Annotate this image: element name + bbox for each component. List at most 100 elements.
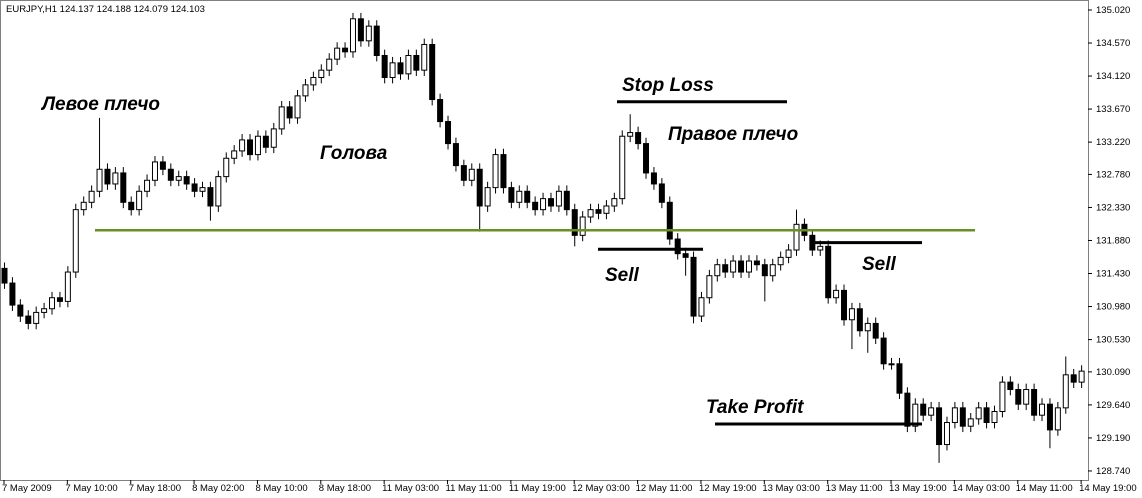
candle-body	[49, 297, 56, 310]
candle-body	[104, 168, 111, 185]
candle-body	[389, 62, 396, 79]
candle-body	[437, 99, 444, 123]
y-tick-label: 132.330	[1096, 202, 1130, 213]
candle-body	[373, 25, 380, 56]
x-tick-label: 14 May 03:00	[952, 483, 1010, 494]
y-tick-label: 129.640	[1096, 400, 1130, 411]
candle-body	[896, 363, 903, 394]
candle-body	[674, 238, 681, 255]
x-tick-label: 13 May 11:00	[826, 483, 883, 494]
candle-body	[1023, 388, 1030, 405]
candle-body	[999, 381, 1006, 413]
candle-body	[468, 168, 475, 181]
x-tick-label: 11 May 03:00	[382, 483, 439, 494]
x-tick-label: 13 May 19:00	[889, 483, 947, 494]
y-tick-label: 134.570	[1096, 38, 1130, 49]
candle-body	[936, 407, 943, 446]
candle-body	[175, 176, 182, 181]
candle-body	[841, 289, 848, 321]
candle-body	[872, 322, 879, 339]
candle-body	[1070, 374, 1077, 383]
candle-body	[41, 308, 48, 313]
x-tick-label: 12 May 11:00	[636, 483, 693, 494]
candle-body	[658, 183, 665, 203]
candle-body	[500, 154, 507, 189]
candle-body	[730, 260, 737, 273]
candle-body	[769, 264, 776, 277]
x-tick-label: 12 May 03:00	[572, 483, 630, 494]
x-tick-label: 13 May 03:00	[762, 483, 820, 494]
info-label: EURJPY,H1 124.137 124.188 124.079 124.10…	[6, 4, 205, 15]
candle-body	[856, 308, 863, 332]
candle-body	[777, 256, 784, 266]
candle-body	[159, 161, 166, 170]
y-tick-label: 131.430	[1096, 269, 1130, 280]
candle-body	[563, 190, 570, 211]
candle-body	[310, 77, 317, 86]
candle-body	[753, 260, 760, 266]
candle-body	[785, 249, 792, 258]
candle-body	[33, 311, 40, 324]
candle-body	[920, 403, 927, 416]
candle-body	[191, 183, 198, 192]
candle-body	[167, 168, 174, 181]
candle-body	[1054, 407, 1061, 431]
candle-body	[1007, 381, 1014, 390]
x-tick-label: 12 May 19:00	[699, 483, 757, 494]
candle-body	[603, 205, 610, 214]
y-tick-label: 128.740	[1096, 466, 1130, 477]
candle-body	[745, 260, 752, 273]
candle-body	[555, 190, 562, 207]
y-tick-label: 132.780	[1096, 169, 1130, 180]
candle-body	[64, 271, 71, 302]
candle-body	[864, 322, 871, 332]
candle-body	[650, 172, 657, 185]
candle-body	[151, 161, 158, 181]
candle-body	[278, 106, 285, 130]
candle-body	[643, 143, 650, 174]
candle-body	[80, 201, 87, 211]
candle-body	[698, 297, 705, 317]
candle-body	[959, 407, 966, 427]
candle-body	[587, 209, 594, 218]
annotation: Stop Loss	[622, 75, 714, 96]
candle-body	[888, 363, 895, 366]
candle-body	[666, 201, 673, 240]
candle-body	[349, 18, 356, 53]
candle-body	[183, 176, 190, 185]
candle-body	[943, 422, 950, 446]
candle-body	[413, 54, 420, 71]
candle-body	[904, 392, 911, 427]
annotation: Голова	[320, 143, 388, 164]
candle-body	[975, 407, 982, 420]
candle-body	[231, 150, 238, 159]
candle-body	[809, 234, 816, 251]
y-tick-label: 135.020	[1096, 5, 1130, 16]
x-tick-label: 8 May 10:00	[255, 483, 307, 494]
candle-body	[254, 135, 261, 156]
candle-body	[17, 304, 24, 317]
candle-body	[508, 187, 515, 203]
candle-body	[738, 260, 745, 273]
candle-body	[1, 267, 8, 284]
candle-body	[342, 47, 349, 53]
candle-body	[1039, 403, 1046, 416]
annotation: Sell	[605, 265, 640, 286]
candle-body	[611, 198, 618, 207]
candle-body	[381, 54, 388, 79]
candle-body	[571, 209, 578, 236]
candle-body	[239, 139, 246, 152]
candle-body	[1031, 388, 1038, 416]
candle-body	[547, 198, 554, 207]
candle-body	[318, 69, 325, 79]
candle-body	[635, 132, 642, 145]
y-tick-label: 133.220	[1096, 137, 1130, 148]
candle-body	[967, 418, 974, 427]
candle-body	[595, 209, 602, 214]
candle-body	[880, 337, 887, 365]
candle-body	[1046, 403, 1053, 431]
candle-body	[817, 245, 824, 251]
candle-body	[722, 264, 729, 273]
candle-body	[951, 407, 958, 424]
